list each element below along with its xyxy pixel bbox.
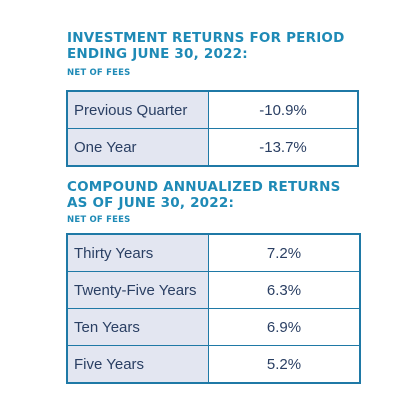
row-label: Ten Years <box>66 308 209 346</box>
section1-title: INVESTMENT RETURNS FOR PERIOD ENDING JUN… <box>67 30 345 62</box>
section2-title: COMPOUND ANNUALIZED RETURNS AS OF JUNE 3… <box>67 179 341 211</box>
section2-title-line2: AS OF JUNE 30, 2022: <box>67 195 235 211</box>
compound-returns-table: Thirty Years 7.2% Twenty-Five Years 6.3%… <box>66 233 361 384</box>
table-row: Five Years 5.2% <box>66 345 361 384</box>
table-row: Ten Years 6.9% <box>66 308 361 346</box>
row-value: -13.7% <box>208 128 359 167</box>
row-label: Thirty Years <box>66 233 209 272</box>
investment-returns-table: Previous Quarter -10.9% One Year -13.7% <box>66 90 359 167</box>
section1-title-line2: ENDING JUNE 30, 2022: <box>67 46 248 62</box>
section1-title-line1: INVESTMENT RETURNS FOR PERIOD <box>67 30 345 46</box>
row-label: Previous Quarter <box>66 90 209 129</box>
row-value: 5.2% <box>208 345 361 384</box>
table-row: One Year -13.7% <box>66 128 359 167</box>
section2-title-line1: COMPOUND ANNUALIZED RETURNS <box>67 179 341 195</box>
section1-subtitle: NET OF FEES <box>67 68 131 78</box>
table-row: Twenty-Five Years 6.3% <box>66 271 361 309</box>
section2-subtitle: NET OF FEES <box>67 215 131 225</box>
row-label: One Year <box>66 128 209 167</box>
row-value: 6.3% <box>208 271 361 309</box>
table-row: Thirty Years 7.2% <box>66 233 361 272</box>
table-row: Previous Quarter -10.9% <box>66 90 359 129</box>
row-value: 6.9% <box>208 308 361 346</box>
row-label: Twenty-Five Years <box>66 271 209 309</box>
row-value: -10.9% <box>208 90 359 129</box>
row-label: Five Years <box>66 345 209 384</box>
row-value: 7.2% <box>208 233 361 272</box>
